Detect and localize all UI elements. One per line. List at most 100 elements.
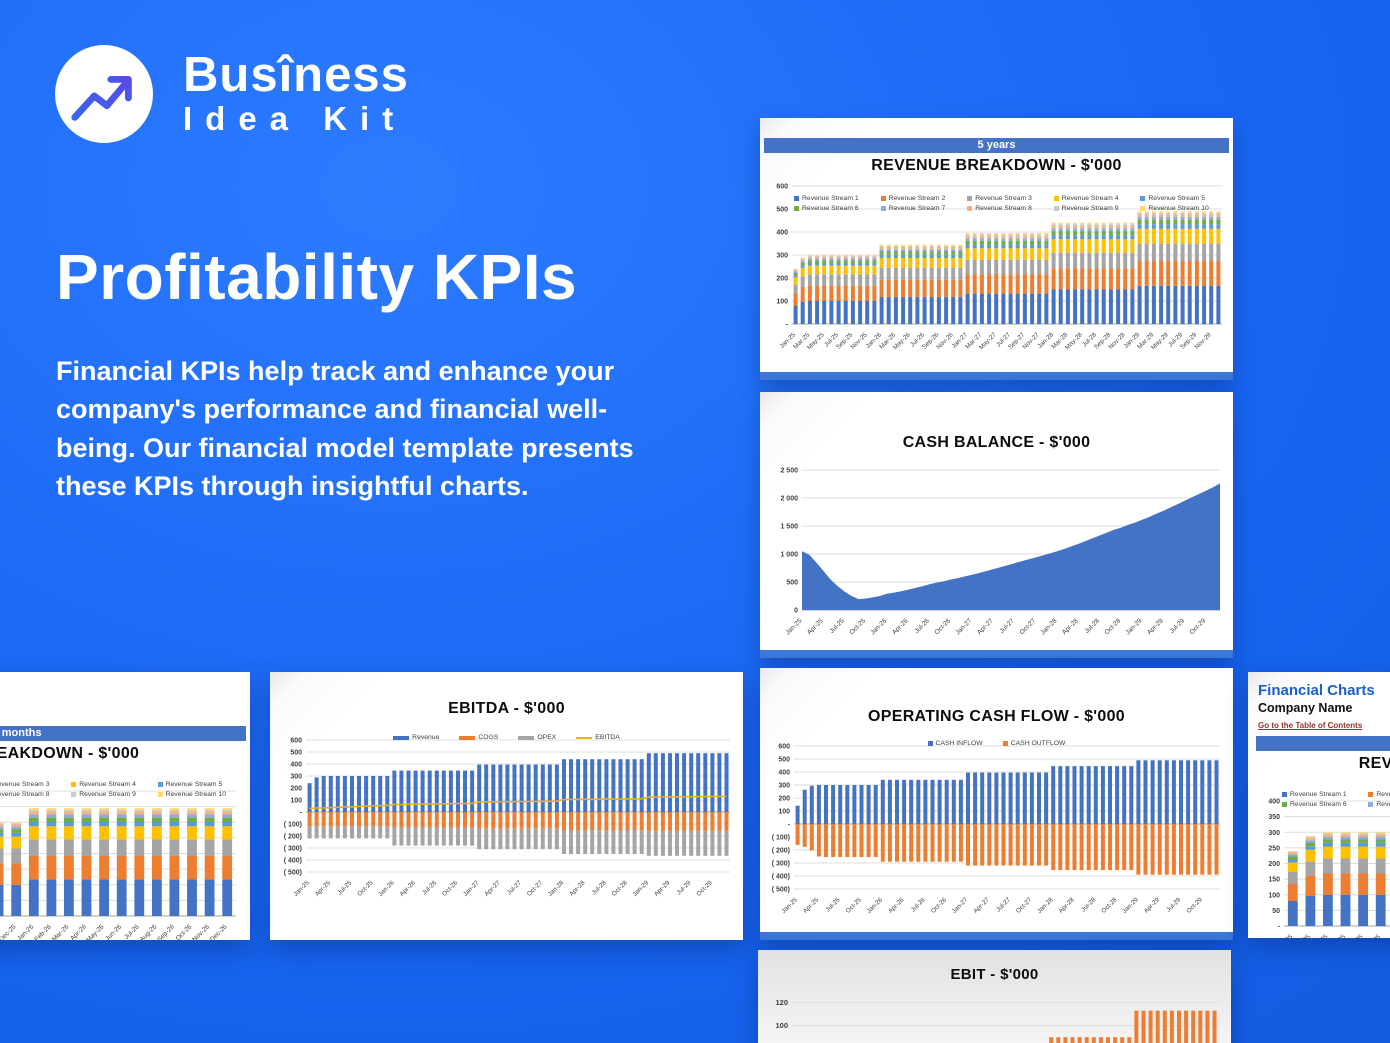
legend-item: Revenue Stream 2	[1368, 791, 1390, 798]
svg-text:Oct-28: Oct-28	[611, 879, 630, 898]
brand-wordmark: Busîness Idea Kit	[183, 47, 409, 138]
legend-item: CASH INFLOW	[927, 740, 983, 747]
legend-item: Revenue	[393, 734, 439, 741]
legend-item: EBITDA	[576, 734, 620, 741]
svg-text:Apr-26: Apr-26	[399, 879, 418, 898]
svg-text:( 200): ( 200)	[772, 848, 790, 855]
svg-text:400: 400	[290, 762, 302, 769]
svg-text:Oct-28: Oct-28	[1103, 617, 1122, 636]
chart-card-ebitda: EBITDA - $'000 Revenue COGS OPEX EBITDA ( 5…	[270, 672, 743, 940]
svg-text:Jun-25: Jun-25	[1363, 933, 1382, 938]
svg-text:600: 600	[776, 184, 788, 191]
brand-logo: Busîness Idea Kit	[55, 45, 409, 143]
svg-text:Jan-25: Jan-25	[780, 896, 799, 915]
svg-text:Jul-28: Jul-28	[1084, 617, 1102, 635]
svg-text:Apr-26: Apr-26	[887, 896, 906, 915]
legend-item: Revenue Stream 8	[0, 791, 50, 798]
svg-text:Jul-29: Jul-29	[675, 879, 692, 896]
svg-text:( 500): ( 500)	[772, 887, 790, 894]
svg-text:Apr-28: Apr-28	[1057, 896, 1076, 915]
svg-text:Oct-26: Oct-26	[930, 896, 949, 915]
chart-card-financial-charts-sheet: Financial Charts Company Name Go to the …	[1248, 672, 1390, 938]
legend-item: Revenue Stream 5	[157, 781, 244, 788]
svg-text:120: 120	[775, 998, 788, 1007]
svg-text:-: -	[300, 810, 303, 817]
logo-circle	[55, 45, 153, 143]
svg-text:Sep-26: Sep-26	[156, 923, 176, 940]
svg-text:Jan-26: Jan-26	[869, 617, 888, 636]
svg-text:Jan-28: Jan-28	[547, 879, 566, 898]
period-bar: 24 months	[0, 726, 246, 741]
legend-item: Revenue Stream 3	[0, 781, 50, 788]
svg-text:2 500: 2 500	[780, 468, 798, 475]
svg-text:0: 0	[794, 608, 798, 615]
legend-item: Revenue Stream 10	[157, 791, 244, 798]
legend-item: Revenue Stream 8	[967, 205, 1054, 212]
svg-text:Feb-25: Feb-25	[1292, 933, 1312, 938]
sheet-title: Financial Charts	[1258, 682, 1375, 699]
svg-text:Apr-26: Apr-26	[891, 617, 910, 636]
brand-line1: Busîness	[183, 47, 409, 102]
svg-text:( 300): ( 300)	[284, 846, 302, 853]
svg-text:200: 200	[778, 796, 790, 803]
svg-text:Jul-26: Jul-26	[421, 879, 438, 896]
chart-title: EBITDA - $'000	[448, 700, 565, 717]
svg-text:Jan-27: Jan-27	[462, 879, 481, 898]
legend-item: OPEX	[518, 734, 556, 741]
svg-text:400: 400	[776, 230, 788, 237]
svg-text:Apr-25: Apr-25	[1328, 933, 1347, 938]
trend-arrow-icon	[71, 75, 132, 121]
legend-item: Revenue Stream 1	[1282, 791, 1368, 798]
legend-item: Revenue Stream 4	[71, 781, 157, 788]
chart-legend: CASH INFLOW CASH OUTFLOW	[760, 740, 1233, 747]
chart-title: REVENUE BREAKDOWN - $'000	[1358, 755, 1390, 772]
cash-balance-chart: 0 500 1 000 1 500 2 000 2 500 Jan-25 Apr-25 Jul-…	[760, 458, 1233, 654]
operating-cash-flow-chart: CASH INFLOW CASH OUTFLOW ( 500) ( 400) ( 30…	[760, 738, 1233, 940]
svg-text:Apr-27: Apr-27	[483, 879, 502, 898]
chart-card-ebit: EBIT - $'000 80100120Jan-25Apr-25Jul-25O…	[758, 950, 1231, 1043]
svg-text:300: 300	[776, 253, 788, 260]
page-description: Financial KPIs help track and enhance yo…	[56, 356, 634, 501]
svg-text:Mar-26: Mar-26	[51, 923, 71, 940]
svg-text:Jan-27: Jan-27	[951, 896, 970, 915]
legend-item: Revenue Stream 4	[1053, 195, 1141, 202]
chart-title: EBIT - $'000	[950, 966, 1039, 983]
svg-text:1 000: 1 000	[780, 552, 798, 559]
svg-text:( 100): ( 100)	[284, 822, 302, 829]
legend-item: Revenue Stream 2	[880, 195, 968, 202]
svg-text:Jul-27: Jul-27	[998, 617, 1016, 635]
chart-card-operating-cash-flow: OPERATING CASH FLOW - $'000 CASH INFLOW C…	[760, 668, 1233, 940]
svg-text:Jan-26: Jan-26	[377, 879, 396, 898]
svg-text:-: -	[788, 822, 791, 829]
period-bar: 24 months	[1256, 736, 1390, 751]
svg-text:100: 100	[1268, 892, 1280, 899]
svg-text:( 300): ( 300)	[772, 861, 790, 868]
svg-text:Oct-26: Oct-26	[441, 879, 460, 898]
svg-text:Apr-25: Apr-25	[802, 896, 821, 915]
svg-text:Apr-29: Apr-29	[653, 879, 672, 898]
svg-text:Jan-29: Jan-29	[1125, 617, 1144, 636]
svg-text:Mar-25: Mar-25	[1310, 933, 1330, 938]
svg-text:Apr-29: Apr-29	[1146, 617, 1165, 636]
company-name: Company Name	[1258, 701, 1353, 715]
svg-text:350: 350	[1268, 814, 1280, 821]
svg-text:Oct-29: Oct-29	[695, 879, 714, 898]
legend-item: COGS	[459, 734, 498, 741]
svg-text:Jan-28: Jan-28	[1040, 617, 1059, 636]
svg-text:600: 600	[290, 738, 302, 745]
svg-text:Oct-29: Oct-29	[1188, 617, 1207, 636]
svg-text:Jan-26: Jan-26	[866, 896, 885, 915]
svg-text:Jul-28: Jul-28	[1080, 896, 1097, 913]
ebitda-chart: Revenue COGS OPEX EBITDA ( 500) ( 400) ( 300)…	[270, 732, 743, 938]
svg-text:250: 250	[1268, 845, 1280, 852]
brand-line2: Idea Kit	[183, 99, 407, 137]
table-of-contents-link[interactable]: Go to the Table of Contents	[1258, 721, 1363, 730]
svg-text:400: 400	[778, 770, 790, 777]
svg-text:500: 500	[290, 750, 302, 757]
svg-text:May-26: May-26	[85, 923, 106, 940]
svg-text:200: 200	[290, 786, 302, 793]
